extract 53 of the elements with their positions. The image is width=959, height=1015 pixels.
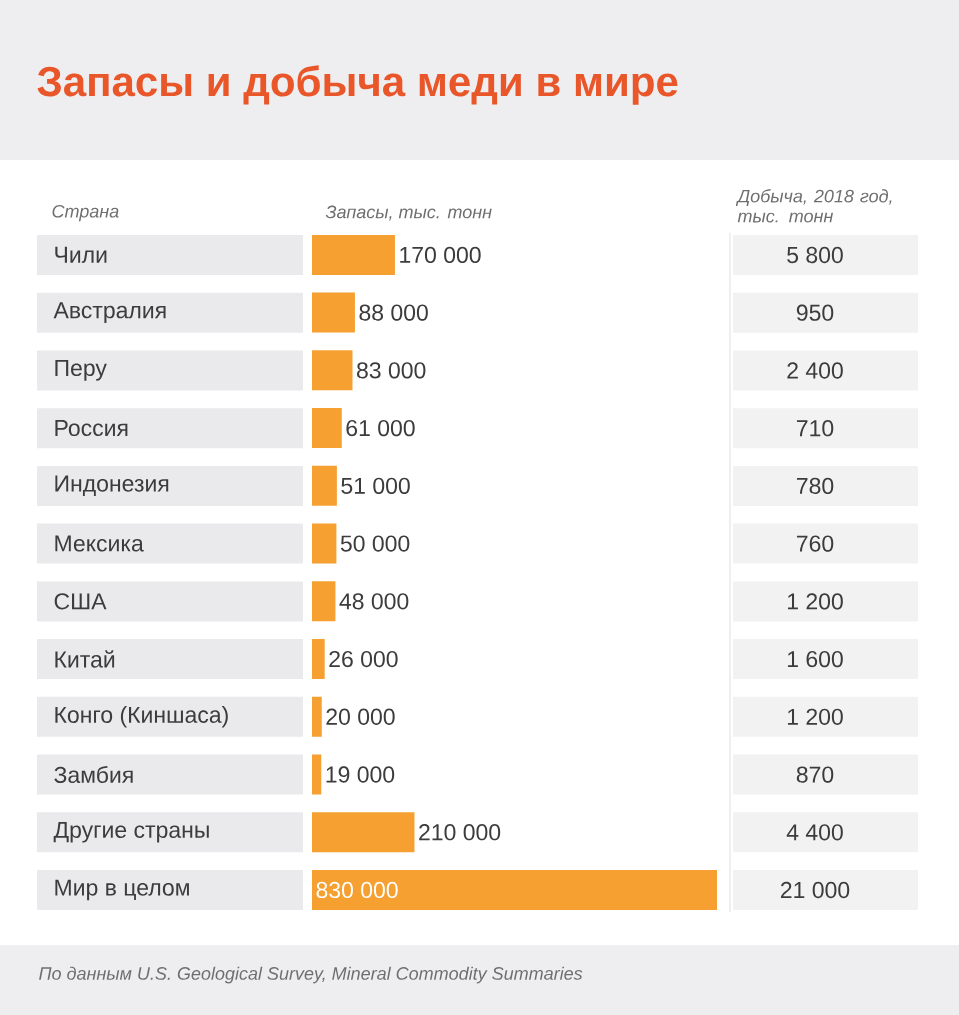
data-label: 780 — [796, 477, 834, 495]
bar — [312, 350, 353, 391]
y-tick-label: США — [54, 593, 107, 610]
y-tick-label: Китай — [55, 650, 115, 668]
data-label: 48 000 — [339, 593, 409, 610]
data-label: 1 200 — [787, 708, 843, 725]
bar — [312, 292, 355, 333]
y-tick-label: Россия — [55, 420, 128, 437]
data-label: 83 000 — [357, 362, 426, 379]
y-tick-label: Мир в целом — [55, 879, 189, 901]
bar — [312, 869, 717, 910]
data-label: 210 000 — [419, 824, 501, 841]
y-tick-label: Замбия — [54, 765, 133, 784]
data-label: 950 — [796, 304, 834, 321]
y-axis-title: Страна — [52, 204, 119, 222]
bar — [312, 754, 322, 795]
y-tick-label: Мексика — [55, 535, 144, 552]
data-label: 830 000 — [316, 881, 398, 899]
data-label: 20 000 — [326, 708, 395, 725]
y-tick-label: Индонезия — [55, 475, 169, 497]
text: По данным U.S. Geological Survey, Mineral Commodity Summaries — [39, 966, 583, 984]
y-tick-label: Австралия — [53, 302, 166, 323]
text: Добыча, 2018 год, тыс. тонн — [735, 189, 892, 223]
data-label: 2 400 — [787, 362, 843, 379]
x-axis-title: Запасы, тыс. тонн — [325, 205, 492, 221]
bar — [312, 812, 415, 853]
y-tick-label: Конго (Киншаса) — [55, 706, 228, 728]
y-tick-label: Перу — [55, 360, 107, 381]
bar — [312, 465, 337, 506]
bar — [312, 581, 336, 622]
data-label: 88 000 — [359, 304, 428, 321]
data-label: 760 — [796, 535, 834, 552]
data-label: 1 600 — [787, 650, 843, 668]
data-label: 4 400 — [786, 824, 843, 841]
data-label: 870 — [796, 766, 834, 783]
bar — [312, 639, 325, 680]
data-label: 21 000 — [780, 881, 850, 899]
bar — [312, 696, 322, 737]
y-tick-label: Другие страны — [53, 821, 209, 843]
bar — [312, 234, 395, 275]
chart-title: Запасы и добыча меди в мире — [37, 65, 678, 105]
data-label: 26 000 — [329, 650, 398, 668]
data-label: 61 000 — [346, 419, 415, 437]
data-label: 51 000 — [341, 477, 410, 494]
data-label: 1 200 — [787, 593, 843, 610]
data-label: 50 000 — [340, 535, 410, 552]
data-label: 170 000 — [400, 246, 481, 264]
data-label: 19 000 — [326, 766, 395, 783]
y-tick-label: Чили — [55, 246, 107, 263]
data-label: 710 — [796, 420, 834, 437]
bar — [312, 408, 342, 449]
bar — [312, 523, 337, 564]
data-label: 5 800 — [787, 246, 843, 264]
